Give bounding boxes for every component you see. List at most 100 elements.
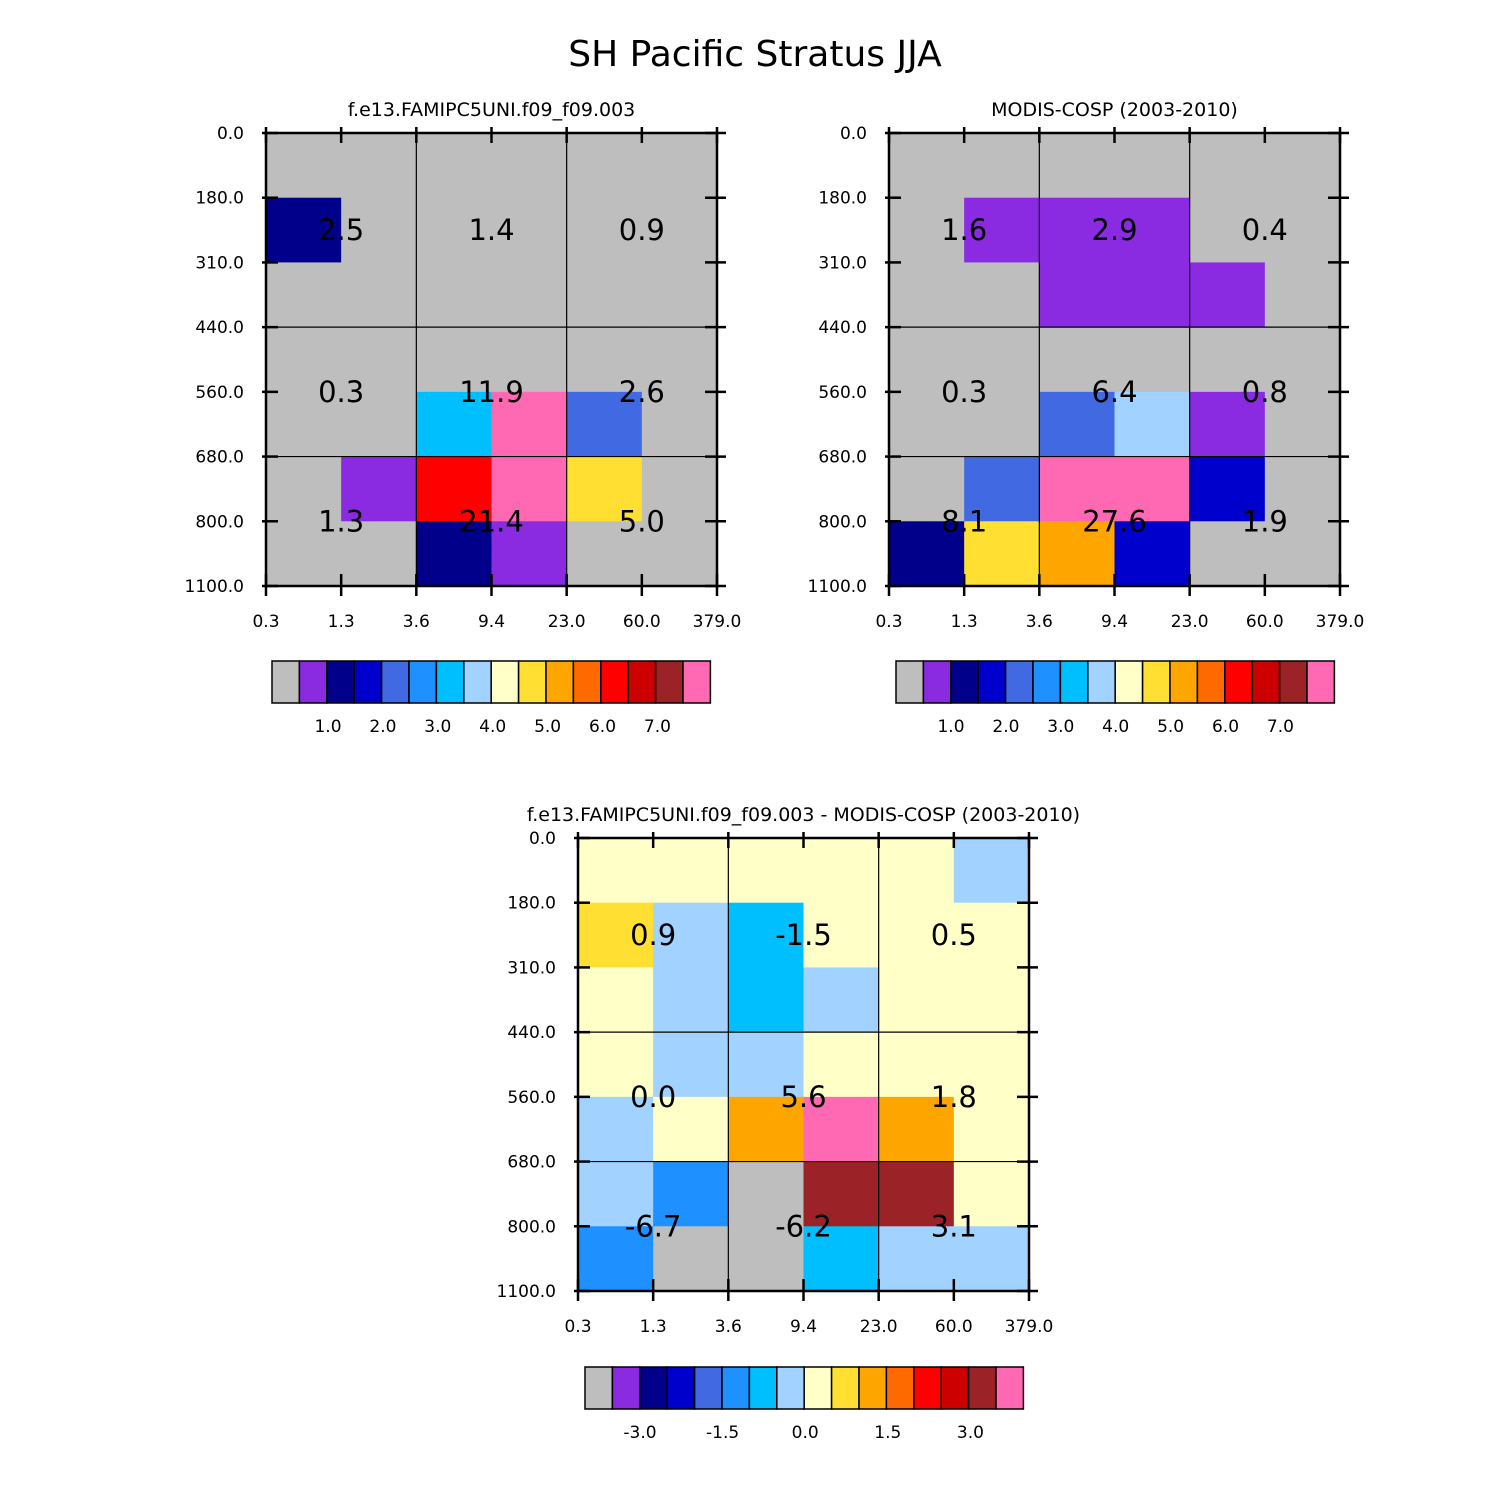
heatmap-cell [878,902,955,968]
y-tick-label: 680.0 [507,1153,556,1173]
heatmap-cell [1264,262,1341,328]
cell-value-label: 0.9 [619,213,665,247]
heatmap-cell [803,902,880,968]
colorbar-box [693,1366,723,1410]
heatmap-cell [803,967,880,1033]
y-tick-label: 1100.0 [497,1282,556,1302]
colorbar-label: 7.0 [1267,717,1294,737]
heatmap-cell [341,521,417,587]
heatmap-cell [641,391,718,458]
heatmap-cell [953,838,1030,904]
colorbar-box [545,660,575,704]
heatmap-cell [1189,456,1266,522]
y-tick-label: 310.0 [818,253,867,273]
colorbar-box [517,660,547,704]
cell-value-label: 2.9 [1091,213,1137,247]
colorbar-box [463,660,492,704]
x-tick-label: 60.0 [623,612,661,632]
heatmap-cell [1264,327,1341,393]
colorbar-box [1278,660,1308,704]
heatmap-cell [1114,133,1191,199]
panel-1 [885,127,1349,704]
colorbar-box [1004,660,1034,704]
y-tick-label: 560.0 [195,383,244,403]
heatmap-cell [491,197,568,263]
heatmap-cell [889,456,965,522]
heatmap-cell [578,838,654,904]
colorbar-box [913,1366,942,1410]
heatmap-cell [653,967,729,1033]
heatmap-cell [578,1096,654,1163]
x-tick-label: 1.3 [328,612,355,632]
heatmap-cell [1189,133,1266,199]
heatmap-cell [266,327,342,393]
y-tick-label: 1100.0 [185,577,244,597]
cell-value-label: 1.8 [931,1080,977,1114]
heatmap-cell [653,1161,729,1227]
colorbar-box [1224,660,1253,704]
heatmap-cell [1039,521,1115,587]
x-tick-label: 23.0 [860,1317,898,1337]
heatmap-cell [416,133,492,199]
cell-value-label: 1.3 [318,504,364,538]
y-tick-label: 560.0 [507,1088,556,1108]
x-tick-label: 9.4 [1101,612,1128,632]
x-tick-label: 379.0 [1005,1317,1054,1337]
cell-value-label: 8.1 [941,504,987,538]
colorbar-box [977,660,1007,704]
y-tick-label: 440.0 [507,1023,556,1043]
heatmap-cell [1039,456,1115,522]
y-tick-label: 800.0 [818,512,867,532]
heatmap-cell [1039,133,1115,199]
cell-value-label: 0.0 [630,1080,676,1114]
heatmap-cell [566,327,643,393]
heatmap-cell [964,262,1040,328]
heatmap-cell [641,262,718,328]
heatmap-cell [964,133,1040,199]
y-tick-label: 0.0 [217,124,244,144]
chart-title: SH Pacific Stratus JJA [568,34,942,75]
y-tick-label: 680.0 [818,448,867,468]
colorbar-box [682,660,712,704]
y-tick-label: 440.0 [818,318,867,338]
colorbar-box [830,1366,860,1410]
heatmap-cell [641,521,718,587]
colorbar-label: -1.5 [706,1423,739,1443]
x-tick-label: 3.6 [1026,612,1053,632]
heatmap-cell [878,838,955,904]
heatmap-cell [1189,262,1266,328]
heatmap-cell [566,262,643,328]
heatmap-cell [728,967,804,1033]
heatmap-cell [1264,197,1341,263]
colorbar-box [1251,660,1281,704]
colorbar-box [1032,660,1062,704]
heatmap-cell [728,1096,804,1163]
y-tick-label: 180.0 [507,894,556,914]
cell-value-label: 1.4 [468,213,514,247]
cell-value-label: 0.3 [941,375,987,409]
colorbar-label: 0.0 [792,1423,819,1443]
colorbar-box [748,1366,778,1410]
heatmap-cell [266,521,342,587]
cell-value-label: 5.6 [780,1080,826,1114]
heatmap-cell [341,197,417,263]
heatmap-cell [803,1226,880,1292]
x-tick-label: 0.3 [564,1317,591,1337]
colorbar-box [895,660,925,704]
y-tick-label: 180.0 [818,189,867,209]
colorbar-box [490,660,520,704]
heatmap-cell [1114,391,1191,458]
colorbar-label: 2.0 [369,717,396,737]
colorbar-box [584,1366,614,1410]
colorbar-box [600,660,629,704]
x-tick-label: 0.3 [875,612,902,632]
heatmap-cell [491,456,568,522]
heatmap-cell [889,391,965,458]
y-tick-label: 310.0 [195,253,244,273]
x-tick-label: 9.4 [478,612,505,632]
heatmap-cell [1264,133,1341,199]
heatmap-cell [889,133,965,199]
heatmap-cell [889,327,965,393]
heatmap-cell [653,1032,729,1098]
heatmap-cell [1039,391,1115,458]
